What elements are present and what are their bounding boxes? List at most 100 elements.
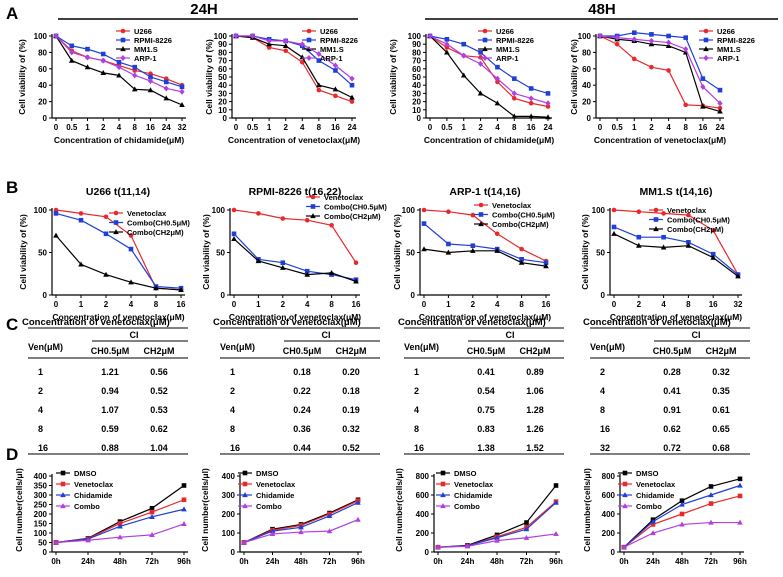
data-point xyxy=(181,497,187,503)
data-point xyxy=(435,544,441,550)
y-tick-label: 0 xyxy=(601,291,606,300)
data-point xyxy=(149,532,155,537)
data-point xyxy=(518,259,525,265)
data-point xyxy=(477,60,484,67)
data-point xyxy=(553,531,559,537)
legend-label: Combo(CH0.5μM) xyxy=(667,216,730,225)
y-tick-label: 0 xyxy=(43,114,48,123)
legend-swatch-marker xyxy=(478,221,484,227)
ch05-cell: 0.41 xyxy=(663,386,681,396)
data-point xyxy=(78,261,84,267)
data-point xyxy=(446,209,451,214)
x-tick-label: 24 xyxy=(716,123,725,132)
legend-label: ARP-1 xyxy=(320,54,343,63)
legend-swatch-marker xyxy=(703,46,709,52)
ch2-column-header: CH2μM xyxy=(519,346,550,356)
ch05-cell: 0.62 xyxy=(663,424,681,434)
chart-title: U266 t(11,14) xyxy=(86,186,150,198)
ch2-cell: 0.68 xyxy=(712,443,730,453)
table-caption: Concentration of venetoclax(μM) xyxy=(398,317,546,328)
ci-table-c1: Concentration of venetoclax(μM) CI Ven(μM)… xyxy=(22,317,188,455)
y-tick-label: 100 xyxy=(34,32,48,41)
y-tick-label: 100 xyxy=(578,32,592,41)
ch2-cell: 0.52 xyxy=(150,386,168,396)
data-point xyxy=(511,96,517,101)
legend-label: MM1.S xyxy=(717,45,741,54)
y-tick-label: 30 xyxy=(412,89,421,98)
ch2-column-header: CH2μM xyxy=(335,346,366,356)
series-combo-ch2-m- xyxy=(421,246,549,269)
data-point xyxy=(68,57,75,63)
data-point xyxy=(545,91,551,96)
x-tick-label: 16 xyxy=(527,123,536,132)
x-tick-label: 4 xyxy=(666,123,671,132)
y-tick-label: 40 xyxy=(582,81,591,90)
x-axis-label: Concentration of venetoclax(μM) xyxy=(228,135,360,145)
ch05-column-header: CH0.5μM xyxy=(283,346,322,356)
y-tick-label: 50 xyxy=(406,249,415,258)
legend-label: RPMI-8226 xyxy=(320,36,358,45)
ci-table-c4: Concentration of venetoclax(μM) CI Ven(μM)… xyxy=(583,317,750,455)
legend-swatch-marker xyxy=(306,28,312,34)
ch2-cell: 0.53 xyxy=(150,405,168,415)
data-point xyxy=(511,90,517,97)
series-line xyxy=(233,238,357,282)
data-point xyxy=(636,242,642,248)
y-tick-label: 200 xyxy=(222,510,236,519)
data-point xyxy=(494,75,501,82)
data-point xyxy=(553,499,559,505)
data-point xyxy=(648,37,655,44)
data-point xyxy=(149,513,155,519)
x-tick-label: 24 xyxy=(348,123,357,132)
y-tick-label: 60 xyxy=(582,65,591,74)
x-tick-label: 2 xyxy=(637,300,642,309)
data-point xyxy=(649,64,654,70)
x-axis-label: Concentration of venetoclax(μM) xyxy=(594,135,726,145)
legend-label: MM1.S xyxy=(496,45,520,54)
legend-label: U266 xyxy=(134,27,152,36)
data-point xyxy=(710,254,716,260)
series-arp-1 xyxy=(233,33,355,82)
series-venetoclax xyxy=(231,207,359,266)
data-point xyxy=(661,234,666,240)
legend-swatch-marker xyxy=(622,503,628,509)
data-point xyxy=(421,207,427,213)
data-point xyxy=(100,57,106,64)
data-point xyxy=(128,279,134,285)
ch2-cell: 1.52 xyxy=(526,443,544,453)
data-point xyxy=(69,43,75,49)
data-point xyxy=(304,217,310,223)
x-tick-label: 16 xyxy=(542,300,551,309)
legend-label: Combo(CH2μM) xyxy=(127,228,184,237)
data-point xyxy=(737,493,743,499)
data-point xyxy=(735,273,741,279)
ven-cell: 4 xyxy=(230,405,235,415)
series-arp-1 xyxy=(53,33,185,95)
y-tick-label: 0 xyxy=(587,114,592,123)
ci-group-header: CI xyxy=(506,330,515,340)
x-tick-label: 16 xyxy=(331,123,340,132)
ven-cell: 4 xyxy=(38,405,43,415)
data-point xyxy=(464,543,471,549)
table-caption: Concentration of venetoclax(μM) xyxy=(213,317,361,328)
ch2-cell: 0.32 xyxy=(712,367,730,377)
ch2-cell: 0.56 xyxy=(150,367,168,377)
data-point xyxy=(349,94,355,100)
ch2-cell: 0.61 xyxy=(712,405,730,415)
panel-letter-b: B xyxy=(6,178,18,197)
legend-label: Venetoclax xyxy=(636,480,676,489)
x-axis-label: Concentration of venetoclax(μM) xyxy=(229,312,361,322)
data-point xyxy=(666,68,671,73)
y-tick-label: 50 xyxy=(216,249,225,258)
series-line xyxy=(599,35,721,109)
data-point xyxy=(665,39,672,46)
data-point xyxy=(528,100,534,106)
ch05-cell: 0.94 xyxy=(101,386,119,396)
data-point xyxy=(85,537,91,543)
data-point xyxy=(666,33,671,39)
x-tick-label: 0.5 xyxy=(612,123,624,132)
data-point xyxy=(181,520,187,526)
x-tick-label: 96h xyxy=(351,557,365,566)
data-point xyxy=(282,42,289,48)
